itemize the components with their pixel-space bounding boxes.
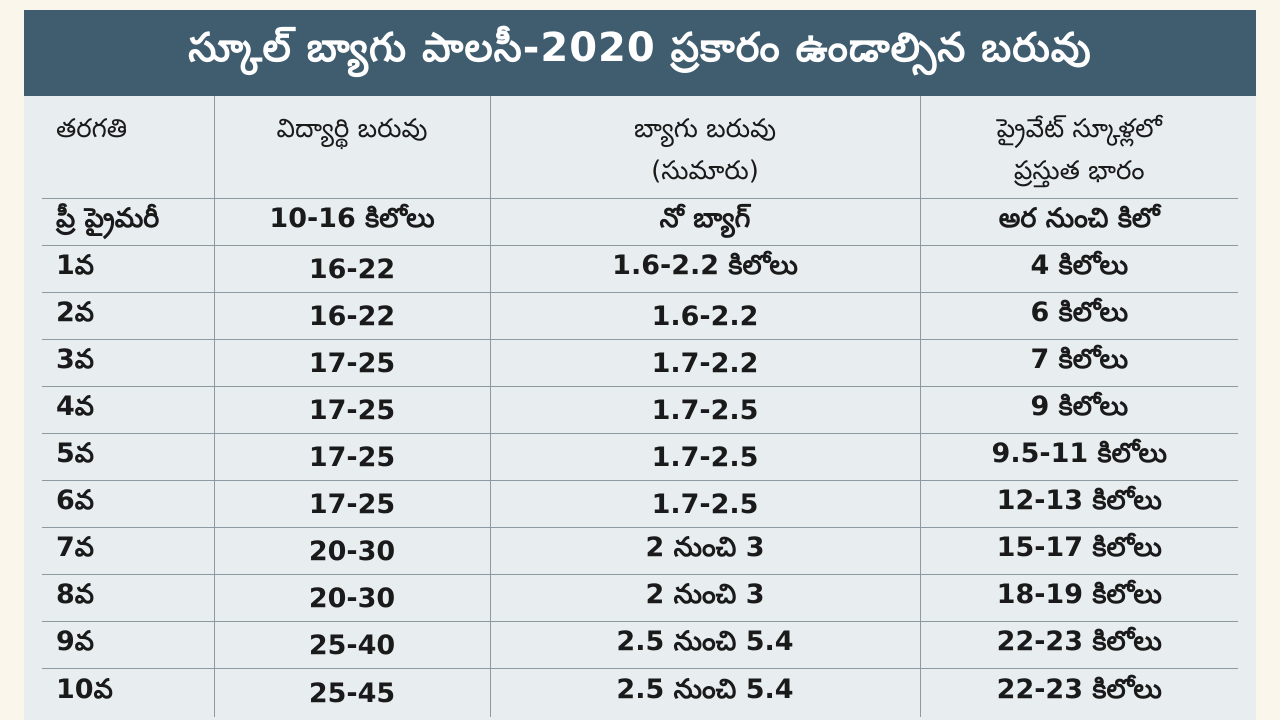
table-row: 7వ 20-30 2 నుంచి 3 15-17 కిలోలు xyxy=(42,527,1238,575)
bag-weight-cell: 1.7-2.5 xyxy=(489,480,920,528)
table-header-row: తరగతి విద్యార్థి బరువు బ్యాగు బరువు (సుమ… xyxy=(42,96,1238,199)
bag-weight-cell: 1.7-2.2 xyxy=(489,339,920,387)
table-row: 5వ 17-25 1.7-2.5 9.5-11 కిలోలు xyxy=(42,433,1238,481)
class-cell: 8వ xyxy=(42,574,214,622)
student-weight-cell: 17-25 xyxy=(213,339,490,387)
class-cell: 4వ xyxy=(42,386,214,434)
private-load-cell: 15-17 కిలోలు xyxy=(919,527,1238,575)
table-row: 8వ 20-30 2 నుంచి 3 18-19 కిలోలు xyxy=(42,574,1238,622)
private-load-cell: 7 కిలోలు xyxy=(919,339,1238,387)
student-weight-cell: 16-22 xyxy=(213,292,490,340)
student-weight-cell: 17-25 xyxy=(213,386,490,434)
class-cell: 2వ xyxy=(42,292,214,340)
table-row: 3వ 17-25 1.7-2.2 7 కిలోలు xyxy=(42,339,1238,387)
private-load-cell: 9.5-11 కిలోలు xyxy=(919,433,1238,481)
table-row: 9వ 25-40 2.5 నుంచి 5.4 22-23 కిలోలు xyxy=(42,621,1238,669)
student-weight-cell: 25-40 xyxy=(213,621,490,669)
bag-weight-cell: నో బ్యాగ్ xyxy=(489,198,920,246)
table-row: 4వ 17-25 1.7-2.5 9 కిలోలు xyxy=(42,386,1238,434)
table-row: 6వ 17-25 1.7-2.5 12-13 కిలోలు xyxy=(42,480,1238,528)
bag-weight-cell: 2.5 నుంచి 5.4 xyxy=(489,668,920,717)
student-weight-cell: 25-45 xyxy=(213,668,490,717)
header-class-label: తరగతి xyxy=(56,114,128,144)
bag-weight-cell: 1.6-2.2 కిలోలు xyxy=(489,245,920,293)
class-cell: 1వ xyxy=(42,245,214,293)
header-student-weight-label: విద్యార్థి బరువు xyxy=(276,114,428,144)
bag-weight-cell: 1.7-2.5 xyxy=(489,386,920,434)
student-weight-cell: 20-30 xyxy=(213,527,490,575)
table-body: ప్రీ ప్రైమరీ 10-16 కిలోలు నో బ్యాగ్ అర నుంచ… xyxy=(42,198,1238,717)
student-weight-cell: 17-25 xyxy=(213,433,490,481)
private-load-cell: అర నుంచి కిలో xyxy=(919,198,1238,246)
private-load-cell: 6 కిలోలు xyxy=(919,292,1238,340)
header-private-load-sublabel: ప్రస్తుత భారం xyxy=(1013,156,1145,186)
table-row: 1వ 16-22 1.6-2.2 కిలోలు 4 కిలోలు xyxy=(42,245,1238,293)
header-student-weight: విద్యార్థి బరువు xyxy=(213,96,490,199)
student-weight-cell: 17-25 xyxy=(213,480,490,528)
table-row: 10వ 25-45 2.5 నుంచి 5.4 22-23 కిలోలు xyxy=(42,668,1238,717)
bag-weight-cell: 2.5 నుంచి 5.4 xyxy=(489,621,920,669)
class-cell: 6వ xyxy=(42,480,214,528)
class-cell: 5వ xyxy=(42,433,214,481)
bag-weight-cell: 2 నుంచి 3 xyxy=(489,574,920,622)
header-bag-weight-label: బ్యాగు బరువు xyxy=(633,114,777,144)
class-cell: 7వ xyxy=(42,527,214,575)
private-load-cell: 9 కిలోలు xyxy=(919,386,1238,434)
bag-weight-table: తరగతి విద్యార్థి బరువు బ్యాగు బరువు (సుమ… xyxy=(42,96,1238,717)
class-cell: 9వ xyxy=(42,621,214,669)
private-load-cell: 18-19 కిలోలు xyxy=(919,574,1238,622)
header-bag-weight-sublabel: (సుమారు) xyxy=(651,156,759,186)
private-load-cell: 4 కిలోలు xyxy=(919,245,1238,293)
private-load-cell: 22-23 కిలోలు xyxy=(919,621,1238,669)
header-private-load-label: ప్రైవేట్ స్కూళ్లలో xyxy=(996,114,1162,144)
page-title: స్కూల్ బ్యాగు పాలసీ-2020 ప్రకారం ఉండాల్స… xyxy=(188,25,1092,71)
student-weight-cell: 10-16 కిలోలు xyxy=(213,198,490,246)
header-class: తరగతి xyxy=(42,96,214,199)
class-cell: 10వ xyxy=(56,674,113,705)
table-row: 2వ 16-22 1.6-2.2 6 కిలోలు xyxy=(42,292,1238,340)
class-cell: 3వ xyxy=(42,339,214,387)
bag-weight-cell: 2 నుంచి 3 xyxy=(489,527,920,575)
student-weight-cell: 16-22 xyxy=(213,245,490,293)
table-row: ప్రీ ప్రైమరీ 10-16 కిలోలు నో బ్యాగ్ అర నుంచ… xyxy=(42,198,1238,246)
private-load-cell: 22-23 కిలోలు xyxy=(919,668,1238,717)
class-cell: ప్రీ ప్రైమరీ xyxy=(42,198,214,246)
bag-weight-cell: 1.7-2.5 xyxy=(489,433,920,481)
student-weight-cell: 20-30 xyxy=(213,574,490,622)
title-banner: స్కూల్ బ్యాగు పాలసీ-2020 ప్రకారం ఉండాల్స… xyxy=(24,10,1256,96)
infographic-panel: స్కూల్ బ్యాగు పాలసీ-2020 ప్రకారం ఉండాల్స… xyxy=(24,10,1256,720)
private-load-cell: 12-13 కిలోలు xyxy=(919,480,1238,528)
header-private-load: ప్రైవేట్ స్కూళ్లలో ప్రస్తుత భారం xyxy=(919,96,1238,199)
bag-weight-cell: 1.6-2.2 xyxy=(489,292,920,340)
header-bag-weight: బ్యాగు బరువు (సుమారు) xyxy=(489,96,920,199)
